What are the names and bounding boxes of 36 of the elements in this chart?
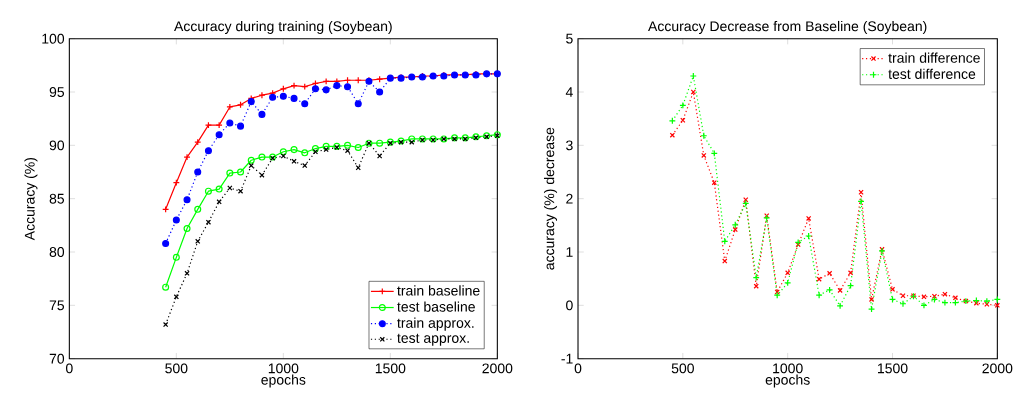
- legend-label: train baseline: [397, 285, 480, 296]
- y-tick-label: 3: [566, 140, 573, 151]
- y-tick-label: 2: [566, 193, 573, 204]
- x-tick-label: 0: [574, 363, 582, 374]
- x-tick-label: 500: [671, 363, 694, 374]
- x-tick-label: 0: [65, 363, 73, 374]
- chart-title: Accuracy Decrease from Baseline (Soybean): [648, 20, 927, 34]
- x-tick-label: 1500: [878, 363, 908, 374]
- y-tick-label: 4: [565, 87, 573, 97]
- x-tick-label: 500: [165, 363, 188, 374]
- y-tick-label: 95: [49, 87, 65, 97]
- y-tick-label: 1: [566, 247, 573, 257]
- y-tick-label: 5: [566, 33, 573, 44]
- y-axis-title: Accuracy (%): [24, 157, 38, 241]
- x-tick-label: 1000: [773, 363, 803, 374]
- y-tick-label: 80: [49, 247, 65, 257]
- x-axis-title: epochs: [261, 374, 306, 388]
- y-axis-title: accuracy (%) decrease: [543, 127, 558, 270]
- y-tick-label: 90: [49, 140, 65, 151]
- x-axis-title: epochs: [765, 374, 810, 388]
- x-tick-label: 2000: [482, 363, 513, 374]
- chart-title: Accuracy during training (Soybean): [174, 20, 392, 34]
- y-tick-label: -1: [561, 353, 573, 364]
- y-tick-label: 0: [566, 300, 573, 311]
- y-tick-label: 100: [42, 33, 65, 44]
- x-tick-label: 1500: [375, 363, 406, 374]
- y-tick-label: 85: [49, 193, 65, 204]
- y-tick-label: 75: [49, 300, 65, 311]
- y-tick-label: 70: [49, 353, 65, 364]
- legend-label: train approx.: [397, 317, 474, 331]
- legend-label: train difference: [888, 52, 980, 63]
- x-tick-label: 2000: [982, 363, 1013, 374]
- legend-label: test baseline: [397, 301, 475, 312]
- legend-label: test approx.: [397, 333, 469, 346]
- x-tick-label: 1000: [268, 363, 299, 374]
- legend-label: test difference: [888, 68, 976, 79]
